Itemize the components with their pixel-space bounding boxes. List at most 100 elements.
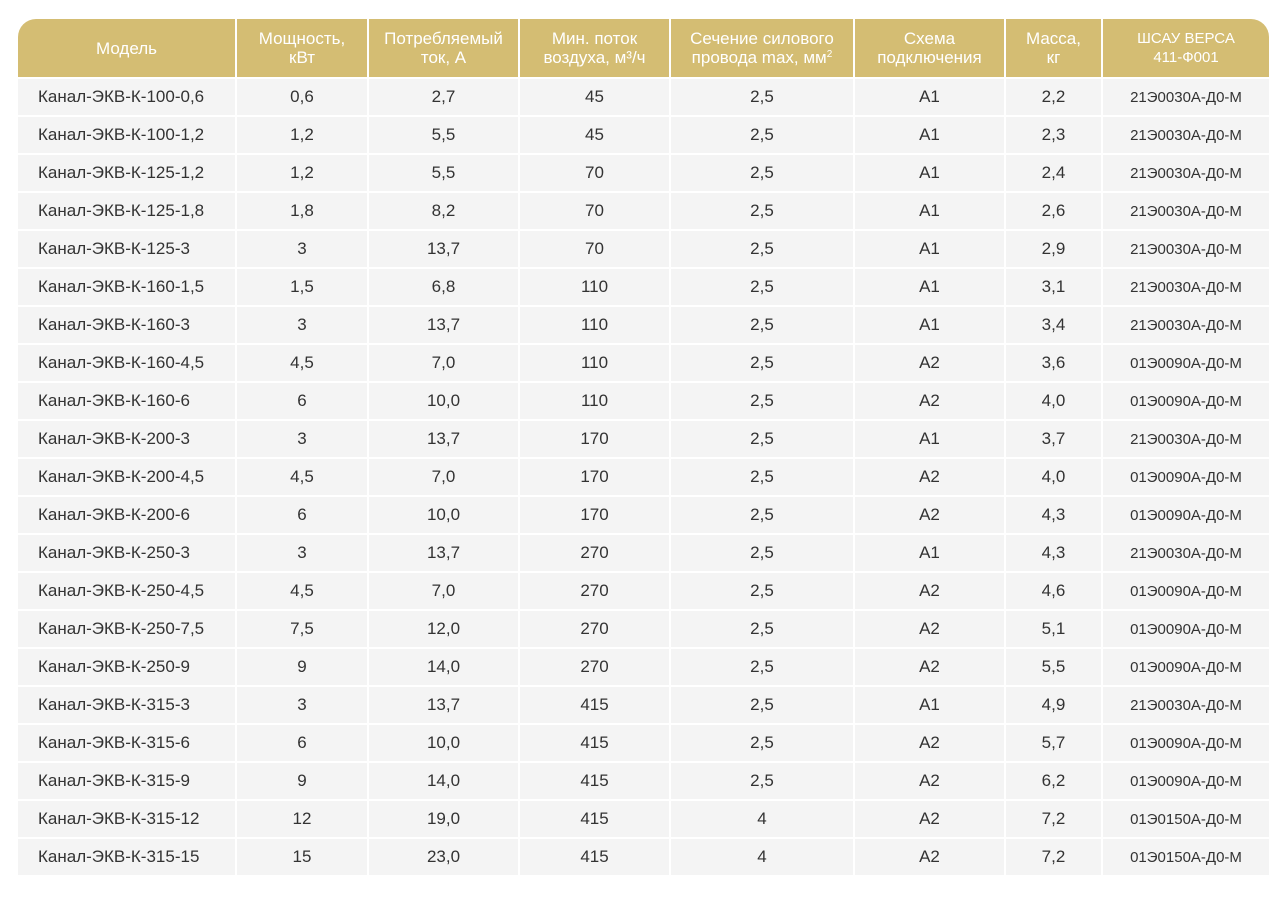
cell-wire: 2,5 [671,459,853,495]
table-row: Канал-ЭКВ-К-315-9 9 14,0 415 2,5 A2 6,2 01Э0090… [18,763,1269,799]
cell-mass: 4,3 [1006,497,1101,533]
cell-shsau: 21Э0030А-Д0-М [1103,421,1269,457]
cell-mass: 4,6 [1006,573,1101,609]
cell-shsau: 21Э0030А-Д0-М [1103,535,1269,571]
cell-shsau: 01Э0090А-Д0-М [1103,649,1269,685]
table-row: Канал-ЭКВ-К-250-3 3 13,7 270 2,5 A1 4,3 21Э0030… [18,535,1269,571]
cell-shsau: 01Э0090А-Д0-М [1103,345,1269,381]
cell-model: Канал-ЭКВ-К-160-4,5 [18,345,235,381]
cell-shsau: 21Э0030А-Д0-М [1103,117,1269,153]
table-row: Канал-ЭКВ-К-315-3 3 13,7 415 2,5 A1 4,9 21Э0030… [18,687,1269,723]
cell-shsau: 01Э0090А-Д0-М [1103,497,1269,533]
cell-shsau: 01Э0150А-Д0-М [1103,801,1269,837]
header-shsau: ШСАУ ВЕРСА 411-Ф001 [1103,19,1269,77]
cell-shsau: 01Э0090А-Д0-М [1103,573,1269,609]
cell-wire: 4 [671,839,853,875]
cell-current: 5,5 [369,117,518,153]
cell-power: 4,5 [237,345,367,381]
cell-mass: 5,7 [1006,725,1101,761]
cell-current: 12,0 [369,611,518,647]
cell-wire: 2,5 [671,687,853,723]
cell-model: Канал-ЭКВ-К-250-7,5 [18,611,235,647]
cell-airflow: 70 [520,231,669,267]
cell-scheme: A2 [855,801,1004,837]
cell-power: 3 [237,231,367,267]
cell-airflow: 170 [520,421,669,457]
cell-mass: 3,7 [1006,421,1101,457]
cell-airflow: 110 [520,345,669,381]
header-scheme-line1: Схема [903,29,956,48]
header-mass-line1: Масса, [1026,29,1081,48]
header-scheme: Схема подключения [855,19,1004,77]
header-row: Модель Мощность, кВт Потребляемый ток, А… [18,19,1269,77]
cell-scheme: A2 [855,497,1004,533]
header-wire-line1: Сечение силового [690,29,834,48]
table-row: Канал-ЭКВ-К-200-6 6 10,0 170 2,5 A2 4,3 01Э0090… [18,497,1269,533]
cell-current: 13,7 [369,535,518,571]
cell-wire: 2,5 [671,725,853,761]
cell-model: Канал-ЭКВ-К-315-12 [18,801,235,837]
cell-power: 4,5 [237,573,367,609]
cell-airflow: 415 [520,801,669,837]
cell-airflow: 70 [520,193,669,229]
cell-scheme: A2 [855,611,1004,647]
cell-mass: 3,1 [1006,269,1101,305]
table-row: Канал-ЭКВ-К-125-1,8 1,8 8,2 70 2,5 A1 2,6 21Э00… [18,193,1269,229]
cell-model: Канал-ЭКВ-К-250-4,5 [18,573,235,609]
table-row: Канал-ЭКВ-К-315-12 12 19,0 415 4 A2 7,2 01Э0150… [18,801,1269,837]
cell-shsau: 01Э0090А-Д0-М [1103,763,1269,799]
table-row: Канал-ЭКВ-К-160-3 3 13,7 110 2,5 A1 3,4 21Э0030… [18,307,1269,343]
cell-mass: 4,9 [1006,687,1101,723]
cell-current: 10,0 [369,383,518,419]
cell-airflow: 270 [520,649,669,685]
cell-current: 13,7 [369,231,518,267]
cell-scheme: A2 [855,725,1004,761]
cell-shsau: 21Э0030А-Д0-М [1103,193,1269,229]
cell-wire: 2,5 [671,763,853,799]
cell-mass: 2,9 [1006,231,1101,267]
cell-model: Канал-ЭКВ-К-315-6 [18,725,235,761]
table-row: Канал-ЭКВ-К-100-1,2 1,2 5,5 45 2,5 A1 2,3 21Э00… [18,117,1269,153]
cell-model: Канал-ЭКВ-К-250-9 [18,649,235,685]
cell-current: 10,0 [369,725,518,761]
spec-table-container: Модель Мощность, кВт Потребляемый ток, А… [18,19,1269,875]
cell-power: 6 [237,383,367,419]
cell-wire: 2,5 [671,307,853,343]
cell-power: 3 [237,421,367,457]
cell-scheme: A2 [855,573,1004,609]
cell-airflow: 170 [520,459,669,495]
cell-airflow: 415 [520,725,669,761]
cell-power: 9 [237,763,367,799]
cell-mass: 3,4 [1006,307,1101,343]
cell-wire: 2,5 [671,155,853,191]
cell-shsau: 01Э0090А-Д0-М [1103,611,1269,647]
cell-scheme: A2 [855,763,1004,799]
cell-power: 1,2 [237,155,367,191]
cell-scheme: A1 [855,155,1004,191]
cell-shsau: 21Э0030А-Д0-М [1103,79,1269,115]
cell-model: Канал-ЭКВ-К-125-1,8 [18,193,235,229]
cell-wire: 4 [671,801,853,837]
cell-scheme: A1 [855,687,1004,723]
header-wire: Сечение силового провода max, мм2 [671,19,853,77]
spec-table: Модель Мощность, кВт Потребляемый ток, А… [16,17,1271,877]
table-row: Канал-ЭКВ-К-100-0,6 0,6 2,7 45 2,5 A1 2,2 21Э00… [18,79,1269,115]
cell-wire: 2,5 [671,345,853,381]
cell-scheme: A2 [855,839,1004,875]
cell-model: Канал-ЭКВ-К-100-0,6 [18,79,235,115]
cell-current: 6,8 [369,269,518,305]
cell-current: 13,7 [369,421,518,457]
cell-airflow: 170 [520,497,669,533]
cell-model: Канал-ЭКВ-К-100-1,2 [18,117,235,153]
table-row: Канал-ЭКВ-К-160-6 6 10,0 110 2,5 A2 4,0 01Э0090… [18,383,1269,419]
cell-power: 12 [237,801,367,837]
cell-current: 8,2 [369,193,518,229]
cell-model: Канал-ЭКВ-К-200-4,5 [18,459,235,495]
cell-current: 7,0 [369,345,518,381]
header-mass-line2: кг [1046,48,1061,67]
cell-airflow: 415 [520,763,669,799]
cell-current: 14,0 [369,763,518,799]
cell-shsau: 01Э0090А-Д0-М [1103,725,1269,761]
cell-model: Канал-ЭКВ-К-200-6 [18,497,235,533]
header-airflow-line2: воздуха, м³/ч [543,48,646,67]
